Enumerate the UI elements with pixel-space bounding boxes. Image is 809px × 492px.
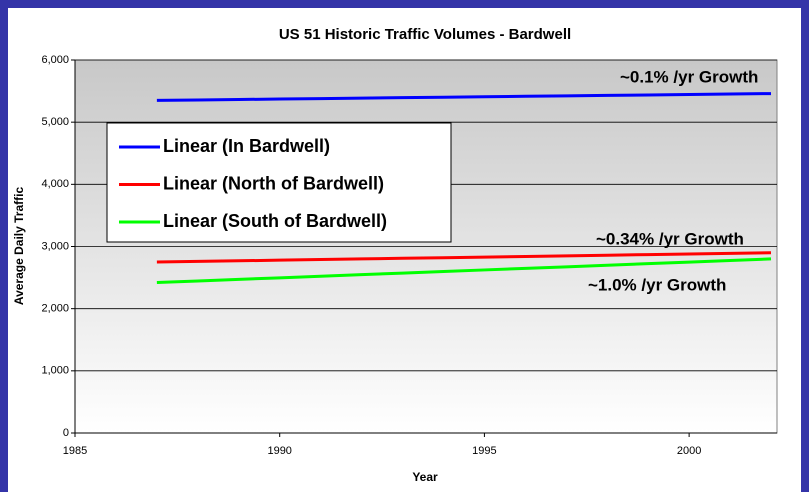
x-tick-label: 1995 bbox=[472, 445, 496, 457]
legend-label: Linear (South of Bardwell) bbox=[163, 211, 387, 231]
annotation: ~0.1% /yr Growth bbox=[620, 67, 758, 86]
y-tick-label: 4,000 bbox=[41, 178, 69, 190]
y-tick-label: 5,000 bbox=[41, 116, 69, 128]
y-axis-label: Average Daily Traffic bbox=[12, 187, 26, 306]
x-tick-label: 1990 bbox=[267, 445, 291, 457]
legend-label: Linear (North of Bardwell) bbox=[163, 173, 384, 193]
annotation: ~1.0% /yr Growth bbox=[588, 275, 726, 294]
y-tick-label: 2,000 bbox=[41, 303, 69, 315]
y-tick-label: 3,000 bbox=[41, 240, 69, 252]
series-line bbox=[156, 92, 772, 102]
chart-title: US 51 Historic Traffic Volumes - Bardwel… bbox=[279, 26, 571, 43]
x-axis-label: Year bbox=[412, 470, 438, 484]
y-tick-label: 0 bbox=[63, 427, 69, 439]
x-tick-label: 2000 bbox=[677, 445, 701, 457]
plot-layer: 0 1,000 2,000 3,000 4,000 5,000 6,000 1985 1990 1… bbox=[41, 54, 777, 457]
legend-label: Linear (In Bardwell) bbox=[163, 136, 330, 156]
y-tick-label: 1,000 bbox=[41, 365, 69, 377]
annotation: ~0.34% /yr Growth bbox=[596, 229, 744, 248]
x-tick-label: 1985 bbox=[63, 445, 87, 457]
series-line bbox=[156, 257, 772, 285]
y-tick-label: 6,000 bbox=[41, 54, 69, 66]
legend-box bbox=[106, 122, 452, 243]
series-line bbox=[156, 251, 772, 264]
